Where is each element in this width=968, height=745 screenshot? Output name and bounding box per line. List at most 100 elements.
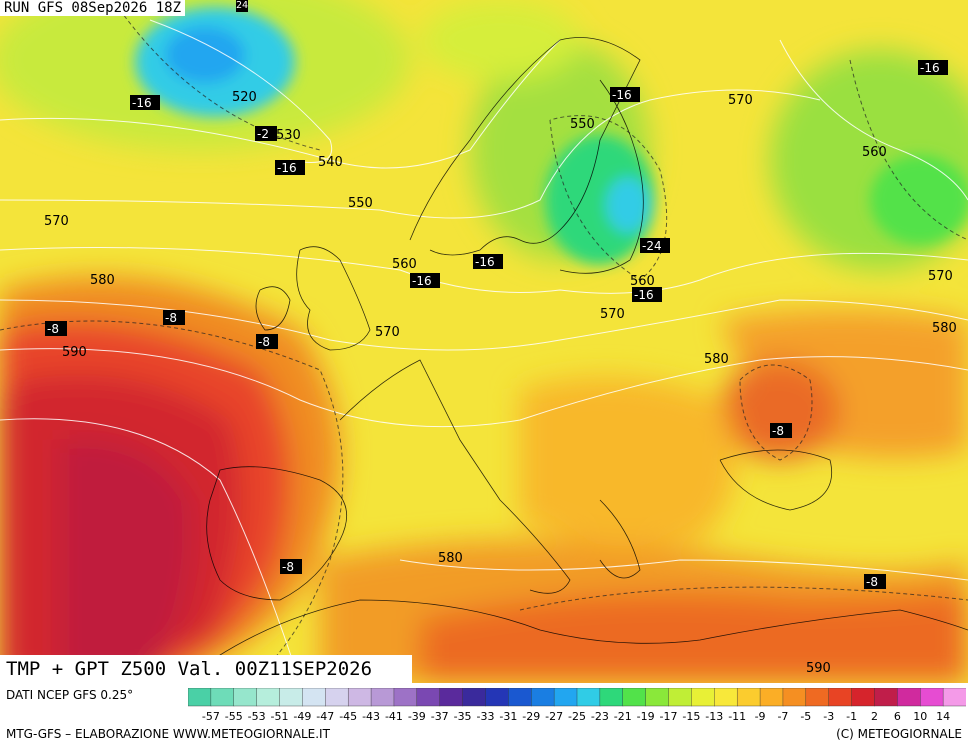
color-scale: -57 -55 -53 -51 -49 -47 -45 -43 -41 -39 -37 -35 -33-… [188, 688, 966, 723]
height-label: 580 [438, 551, 463, 566]
temp-label: -24 [642, 239, 662, 253]
scale-label: -15 [682, 710, 700, 723]
scale-label: -39 [408, 710, 426, 723]
height-label: 560 [630, 274, 655, 289]
scale-label: -5 [800, 710, 811, 723]
scale-swatch [897, 688, 921, 707]
scale-label: -1 [846, 710, 857, 723]
temp-label: -8 [258, 335, 270, 349]
scale-swatch [576, 688, 601, 707]
map-caption: TMP + GPT Z500 Val. 00Z11SEP2026 [0, 655, 412, 683]
scale-label: 2 [871, 710, 878, 723]
run-label: RUN GFS 08Sep2026 18Z [0, 0, 186, 16]
scale-label: -7 [777, 710, 788, 723]
height-label: 530 [276, 128, 301, 143]
height-label: 550 [348, 196, 373, 211]
scale-swatch [531, 688, 555, 707]
scale-label: -33 [476, 710, 494, 723]
height-label: 560 [392, 257, 417, 272]
height-labels: 520 530 540 550 550 560 560 560 570 570 … [44, 90, 957, 676]
scale-swatch [714, 688, 738, 707]
scale-label: -57 [202, 710, 220, 723]
height-label: 570 [928, 269, 953, 284]
scale-swatch [599, 688, 624, 707]
scale-label: -41 [385, 710, 403, 723]
scale-label: 14 [936, 710, 950, 723]
scale-swatch [370, 688, 395, 707]
scale-swatch [347, 688, 372, 707]
scale-label: -45 [339, 710, 357, 723]
scale-swatch [668, 688, 692, 707]
scale-swatch [942, 688, 966, 707]
temp-label: -2 [257, 127, 269, 141]
scale-label: -49 [293, 710, 311, 723]
scale-label: -35 [454, 710, 472, 723]
scale-swatch [256, 688, 281, 707]
data-source: DATI NCEP GFS 0.25° [6, 688, 134, 702]
scale-swatch [188, 688, 212, 707]
height-label: 540 [318, 155, 343, 170]
scale-swatch [393, 688, 418, 707]
temperature-labels: -16 -2 -16 -16 -16 -16 -16 -24 -16 -8 -8… [45, 60, 948, 589]
scale-label: -13 [705, 710, 723, 723]
scale-swatch [416, 688, 441, 707]
height-label: 580 [932, 321, 957, 336]
scale-label: -37 [431, 710, 449, 723]
scale-label: -27 [545, 710, 563, 723]
scale-swatch [210, 688, 235, 707]
scale-swatch [759, 688, 784, 707]
height-label: 570 [728, 93, 753, 108]
scale-swatch [851, 688, 875, 707]
temp-label: -16 [475, 255, 495, 269]
scale-swatch [622, 688, 647, 707]
geopotential-contours [0, 19, 968, 683]
scale-swatch [302, 688, 326, 707]
temp-label: -16 [412, 274, 432, 288]
height-label: 570 [375, 325, 400, 340]
height-label: 550 [570, 117, 595, 132]
scale-label: -29 [522, 710, 540, 723]
scale-swatch [325, 688, 349, 707]
scale-labels: -57 -55 -53 -51 -49 -47 -45 -43 -41 -39 -37 -35 -33-… [202, 710, 950, 723]
scale-label: -19 [637, 710, 655, 723]
height-label: 580 [90, 273, 115, 288]
weather-map: 520 530 540 550 550 560 560 560 570 570 … [0, 0, 968, 683]
temp-label: -16 [634, 288, 654, 302]
scale-label: -17 [660, 710, 678, 723]
scale-label: 10 [913, 710, 927, 723]
height-label: 590 [62, 345, 87, 360]
scale-swatch [485, 688, 509, 707]
temp-label: -16 [920, 61, 940, 75]
scale-swatch [736, 688, 761, 707]
scale-label: -11 [728, 710, 746, 723]
scale-swatch [691, 688, 715, 707]
height-label: 570 [44, 214, 69, 229]
temperature-contours [0, 9, 968, 683]
height-label: 520 [232, 90, 257, 105]
coastlines [179, 37, 968, 683]
temp-label: -8 [47, 322, 59, 336]
temp-label: -8 [772, 424, 784, 438]
scale-label: -51 [271, 710, 289, 723]
scale-label: -31 [499, 710, 517, 723]
scale-swatches [188, 688, 966, 707]
height-label: 590 [806, 661, 831, 676]
scale-swatch [645, 688, 670, 707]
scale-swatch [233, 688, 258, 707]
scale-swatch [874, 688, 898, 707]
scale-swatch [279, 688, 303, 707]
scale-label: -9 [755, 710, 766, 723]
temp-label: -16 [132, 96, 152, 110]
scale-label: -55 [225, 710, 243, 723]
copyright-text: (C) METEOGIORNALE [836, 727, 962, 741]
scale-label: -53 [248, 710, 266, 723]
temp-label: -8 [165, 311, 177, 325]
scale-swatch [439, 688, 464, 707]
scale-label: -23 [591, 710, 609, 723]
scale-swatch [805, 688, 830, 707]
scale-swatch [462, 688, 486, 707]
scale-label: -3 [823, 710, 834, 723]
height-label: 580 [704, 352, 729, 367]
scale-label: -25 [568, 710, 586, 723]
scale-swatch [828, 688, 853, 707]
